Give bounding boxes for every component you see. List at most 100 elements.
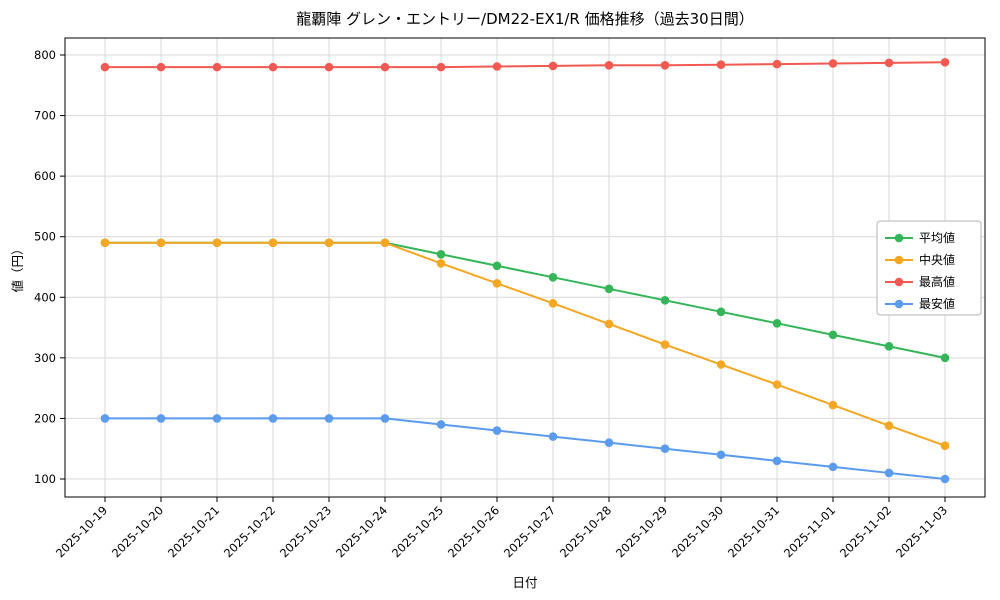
y-tick-label: 400 [34, 290, 56, 304]
series-marker-median [380, 238, 390, 248]
series-marker-median [436, 259, 446, 268]
legend-label-min: 最安値 [919, 296, 955, 311]
series-marker-median [940, 441, 950, 450]
x-tick-label: 2025-11-01 [781, 503, 838, 560]
series-marker-min [548, 432, 558, 441]
series-marker-min [772, 456, 782, 466]
series-marker-average [436, 249, 446, 259]
series-marker-median [156, 238, 166, 248]
series-marker-min [324, 414, 334, 423]
series-marker-max [492, 62, 502, 71]
series-marker-min [100, 414, 110, 423]
series-marker-min [660, 444, 670, 454]
x-tick-label: 2025-10-20 [109, 503, 166, 560]
series-line-max [104, 61, 946, 69]
axes-frame [64, 37, 986, 498]
series-marker-median [492, 279, 502, 288]
series-line-median [104, 241, 946, 447]
legend-marker-max [894, 277, 904, 287]
series-marker-max [660, 60, 670, 70]
series-marker-max [940, 57, 950, 67]
series-marker-median [212, 238, 222, 248]
x-tick-label: 2025-10-30 [669, 503, 726, 560]
x-tick-label: 2025-10-27 [501, 503, 558, 560]
plot-area [65, 38, 985, 497]
series-marker-max [100, 62, 110, 72]
x-tick-label: 2025-10-21 [165, 503, 222, 560]
series-marker-median [604, 319, 614, 329]
legend-label-average: 平均値 [919, 230, 955, 245]
series-marker-min [604, 438, 614, 447]
y-tick-label: 700 [34, 109, 56, 123]
chart-title: 龍覇陣 グレン・エントリー/DM22-EX1/R 価格推移（過去30日間） [296, 10, 753, 28]
legend-label-max: 最高値 [919, 274, 955, 289]
series-marker-min [212, 414, 222, 423]
series-marker-max [828, 59, 838, 68]
series-marker-average [884, 342, 894, 351]
x-tick-label: 2025-11-03 [893, 503, 950, 560]
series-marker-min [716, 450, 726, 460]
series-marker-min [268, 414, 278, 423]
series-marker-average [828, 330, 838, 340]
series-marker-average [716, 307, 726, 317]
legend-label-median: 中央値 [919, 252, 955, 267]
x-tick-label: 2025-10-22 [221, 503, 278, 560]
series-marker-min [884, 468, 894, 478]
x-tick-label: 2025-10-24 [333, 503, 390, 560]
series-marker-max [268, 62, 278, 72]
series-marker-median [548, 299, 558, 308]
y-axis-label: 値（円） [10, 242, 25, 292]
y-tick-label: 800 [34, 48, 56, 62]
series-marker-max [212, 62, 222, 72]
y-tick-label: 500 [34, 230, 56, 244]
legend-box [876, 220, 982, 316]
series-marker-median [100, 238, 110, 248]
series-marker-min [940, 474, 950, 484]
y-tick-label: 600 [34, 169, 56, 183]
series-marker-median [884, 421, 894, 430]
series-marker-min [492, 426, 502, 435]
series-marker-min [436, 420, 446, 429]
series-marker-average [548, 272, 558, 282]
y-tick-label: 200 [34, 411, 56, 425]
series-marker-average [604, 284, 614, 294]
series-marker-median [716, 360, 726, 369]
series-marker-max [156, 62, 166, 72]
y-tick-label: 100 [34, 472, 56, 486]
x-tick-label: 2025-10-23 [277, 503, 334, 560]
series-line-min [104, 417, 946, 480]
series-marker-median [660, 340, 670, 349]
x-tick-label: 2025-10-19 [53, 503, 110, 560]
series-marker-max [604, 60, 614, 70]
series-marker-median [772, 380, 782, 389]
series-marker-max [884, 58, 894, 68]
y-tick-label: 300 [34, 351, 56, 365]
series-marker-min [156, 414, 166, 423]
series-marker-average [772, 319, 782, 328]
series-marker-median [324, 238, 334, 248]
x-tick-label: 2025-10-31 [725, 503, 782, 560]
x-tick-label: 2025-11-02 [837, 503, 894, 560]
series-marker-max [380, 62, 390, 72]
series-marker-max [324, 62, 334, 72]
series-marker-average [492, 261, 502, 271]
series-marker-min [380, 414, 390, 423]
series-marker-min [828, 462, 838, 472]
legend-marker-average [894, 233, 904, 243]
series-marker-max [716, 60, 726, 69]
x-tick-label: 2025-10-26 [445, 503, 502, 560]
series-marker-max [548, 61, 558, 71]
series-marker-max [436, 62, 446, 72]
x-tick-label: 2025-10-28 [557, 503, 614, 560]
series-marker-median [268, 238, 278, 248]
series-marker-max [772, 59, 782, 69]
series-marker-average [940, 353, 950, 363]
series-marker-average [660, 296, 670, 305]
legend-marker-median [894, 255, 904, 265]
legend-marker-min [894, 299, 904, 309]
series-marker-median [828, 400, 838, 410]
x-axis-label: 日付 [512, 575, 537, 590]
x-tick-label: 2025-10-29 [613, 503, 670, 560]
